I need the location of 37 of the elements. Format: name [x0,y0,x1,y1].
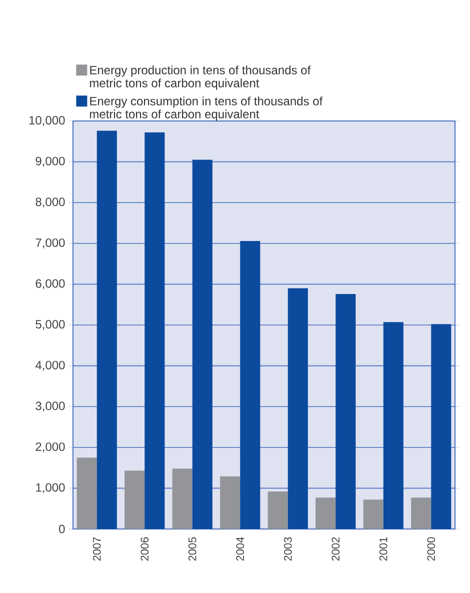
y-tick-label: 9,000 [36,156,65,167]
x-tick-label: 2000 [427,537,436,561]
y-tick-label: 1,000 [36,483,65,494]
bar [288,288,308,529]
bar [220,476,240,529]
y-tick-label: 10,000 [29,116,65,126]
x-tick-label: 2005 [188,537,196,561]
legend-label: Energy consumption in tens of thousands of metric tons of carbon equivalent [90,96,323,121]
y-tick-label: 8,000 [36,198,65,208]
bar [268,491,288,529]
bar [96,130,117,529]
bar [240,240,260,529]
x-tick-label: 2003 [284,537,292,561]
bar [336,294,356,529]
bar [431,324,452,529]
bar [411,498,432,529]
bar [192,160,212,529]
y-tick-label: 3,000 [36,402,65,412]
bar [172,468,192,529]
x-tick-label: 2002 [332,537,340,561]
x-tick-label: 2007 [92,537,101,561]
y-tick-label: 0 [59,524,65,534]
legend-label: Energy production in tens of thousands of metric tons of carbon equivalent [90,66,311,90]
y-tick-label: 5,000 [36,320,65,330]
y-tick-label: 2,000 [36,442,65,452]
y-tick-label: 4,000 [35,360,65,371]
x-tick-label: 2004 [236,537,244,561]
bar [383,322,404,529]
bar [124,470,145,529]
x-tick-label: 2001 [379,537,388,561]
y-tick-label: 7,000 [36,238,65,248]
x-tick-label: 2006 [140,537,149,561]
bar [316,498,336,529]
y-tick-label: 6,000 [36,279,65,290]
bar [76,458,97,529]
bar [363,500,384,529]
bar [144,132,165,529]
